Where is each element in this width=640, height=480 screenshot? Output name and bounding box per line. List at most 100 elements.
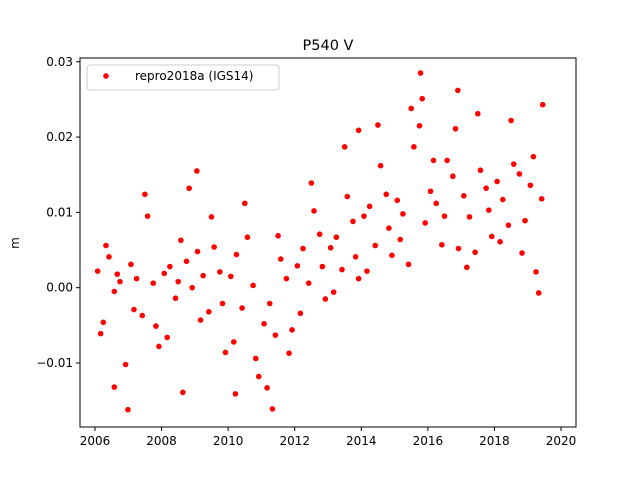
data-point-0-6 [128, 261, 134, 268]
y-tick-label-3: 0.02 [46, 130, 73, 144]
data-point-0-109 [408, 105, 415, 112]
data-point-0-37 [300, 245, 306, 252]
data-point-0-35 [289, 327, 295, 333]
data-point-0-40 [316, 231, 323, 238]
data-point-0-56 [405, 261, 412, 268]
data-point-0-79 [533, 269, 539, 275]
data-point-0-101 [319, 263, 326, 270]
data-point-0-87 [164, 334, 171, 341]
data-point-0-97 [275, 232, 281, 239]
data-point-0-12 [161, 270, 168, 277]
data-point-0-113 [452, 125, 459, 132]
data-point-0-13 [167, 263, 173, 270]
data-point-0-114 [464, 264, 470, 271]
data-point-0-130 [111, 384, 118, 390]
data-point-0-110 [419, 95, 426, 102]
data-point-0-18 [194, 248, 201, 255]
data-point-0-64 [450, 173, 456, 180]
data-point-0-57 [411, 144, 417, 150]
data-point-0-62 [439, 241, 445, 248]
data-point-0-77 [522, 217, 528, 224]
data-point-0-4 [117, 278, 123, 285]
x-tick-label-6: 2018 [479, 434, 510, 448]
data-point-0-117 [497, 238, 503, 245]
data-point-0-10 [150, 280, 157, 286]
data-point-0-82 [103, 242, 109, 249]
data-point-0-0 [94, 268, 101, 274]
data-point-0-17 [189, 284, 195, 291]
data-point-0-72 [494, 178, 500, 185]
y-tick-label-1: 0.00 [46, 281, 73, 295]
data-point-0-116 [485, 207, 492, 213]
data-point-0-51 [377, 162, 384, 169]
data-point-0-41 [322, 296, 329, 302]
legend-box [86, 64, 280, 91]
data-point-0-25 [233, 251, 240, 258]
data-point-0-27 [244, 234, 251, 241]
data-point-0-118 [508, 117, 514, 124]
data-point-0-48 [361, 213, 367, 219]
data-point-0-80 [538, 196, 545, 202]
data-point-0-38 [305, 280, 312, 286]
data-point-0-8 [139, 312, 146, 319]
data-point-0-59 [422, 220, 429, 226]
data-point-0-104 [352, 254, 359, 260]
data-point-0-32 [272, 332, 279, 338]
data-point-0-86 [153, 323, 159, 329]
data-point-0-39 [311, 208, 317, 214]
data-point-0-11 [156, 343, 162, 350]
data-point-0-20 [206, 308, 212, 315]
data-point-0-71 [488, 233, 495, 240]
data-point-0-115 [475, 110, 481, 117]
data-point-0-90 [197, 317, 204, 323]
data-point-0-7 [133, 275, 140, 282]
data-point-0-94 [241, 200, 248, 207]
data-point-0-122 [539, 101, 546, 108]
y-tick-label-0: −0.01 [36, 356, 73, 370]
data-point-0-44 [339, 266, 345, 273]
data-point-0-85 [142, 191, 148, 198]
x-tick-label-2: 2010 [213, 434, 244, 448]
x-tick-label-4: 2014 [346, 434, 377, 448]
data-point-0-121 [535, 290, 542, 296]
data-point-0-67 [466, 214, 473, 220]
data-point-0-129 [180, 389, 186, 396]
data-point-0-84 [131, 306, 137, 313]
data-point-0-61 [433, 200, 439, 207]
data-point-0-2 [106, 254, 112, 260]
data-point-0-98 [286, 350, 292, 357]
data-point-0-26 [239, 305, 245, 311]
data-point-0-106 [375, 122, 381, 128]
data-point-0-28 [250, 282, 256, 289]
data-point-0-19 [200, 272, 206, 279]
data-point-0-46 [350, 218, 356, 225]
data-point-0-99 [297, 310, 304, 317]
plot-frame [79, 57, 577, 428]
data-point-0-21 [211, 244, 217, 250]
legend-label-repro2018a: repro2018a (IGS14) [135, 69, 253, 83]
data-point-0-45 [344, 193, 351, 200]
data-point-0-123 [125, 406, 131, 413]
data-point-0-53 [389, 252, 395, 259]
data-point-0-75 [510, 161, 517, 167]
data-point-0-91 [208, 214, 215, 220]
data-point-0-89 [186, 185, 192, 192]
y-tick-label-4: 0.03 [46, 55, 73, 69]
data-point-0-3 [111, 288, 118, 295]
data-point-0-66 [461, 193, 467, 199]
data-point-0-102 [330, 289, 337, 296]
data-point-0-24 [228, 273, 234, 280]
data-point-0-16 [183, 258, 190, 265]
chart-title: P540 V [303, 38, 354, 54]
data-point-0-83 [114, 271, 121, 277]
data-point-0-69 [477, 167, 484, 174]
data-point-0-108 [397, 236, 404, 243]
data-point-0-68 [472, 249, 478, 256]
data-point-0-103 [341, 144, 348, 150]
data-point-0-55 [400, 211, 406, 217]
data-point-0-52 [383, 191, 390, 198]
data-point-0-36 [294, 263, 301, 269]
data-point-0-127 [232, 391, 239, 397]
data-point-0-119 [519, 250, 525, 256]
